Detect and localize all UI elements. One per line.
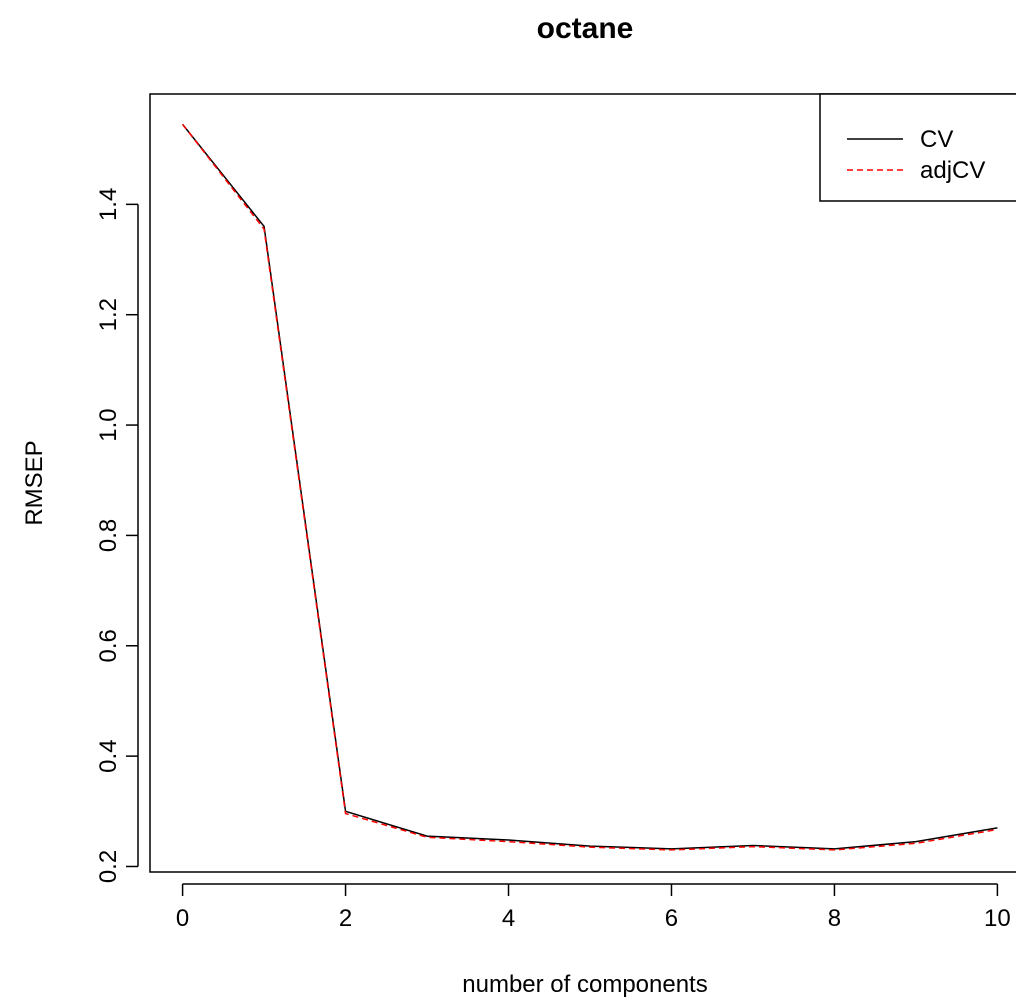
x-tick-label: 6: [665, 905, 678, 932]
x-tick-label: 2: [339, 905, 352, 932]
series-layer: [182, 123, 998, 851]
series-line-adjcv: [182, 123, 998, 851]
y-tick-label: 0.8: [95, 519, 122, 552]
y-tick-label: 1.0: [95, 408, 122, 441]
x-tick-label: 10: [984, 905, 1011, 932]
y-tick-label: 0.6: [95, 629, 122, 662]
y-tick-label: 0.2: [95, 850, 122, 883]
legend: CV adjCV: [819, 93, 1016, 202]
x-axis: 0 2 4 6 8 10: [176, 883, 1011, 932]
legend-label-cv: CV: [920, 126, 953, 153]
x-tick-label: 0: [176, 905, 189, 932]
series-line-cv: [182, 123, 998, 850]
y-tick-label: 0.4: [95, 739, 122, 772]
y-tick-label: 1.4: [95, 188, 122, 221]
plot-area: [149, 93, 1016, 873]
x-axis-label: number of components: [462, 971, 707, 998]
y-tick-label: 1.2: [95, 298, 122, 331]
x-tick-label: 8: [828, 905, 841, 932]
legend-label-adjcv: adjCV: [920, 157, 985, 184]
y-axis-label: RMSEP: [21, 440, 48, 525]
x-tick-label: 4: [502, 905, 515, 932]
y-axis: 0.2 0.4 0.6 0.8 1.0 1.2 1.4: [95, 188, 139, 883]
legend-box: [819, 93, 1016, 202]
chart-title: octane: [537, 12, 634, 45]
